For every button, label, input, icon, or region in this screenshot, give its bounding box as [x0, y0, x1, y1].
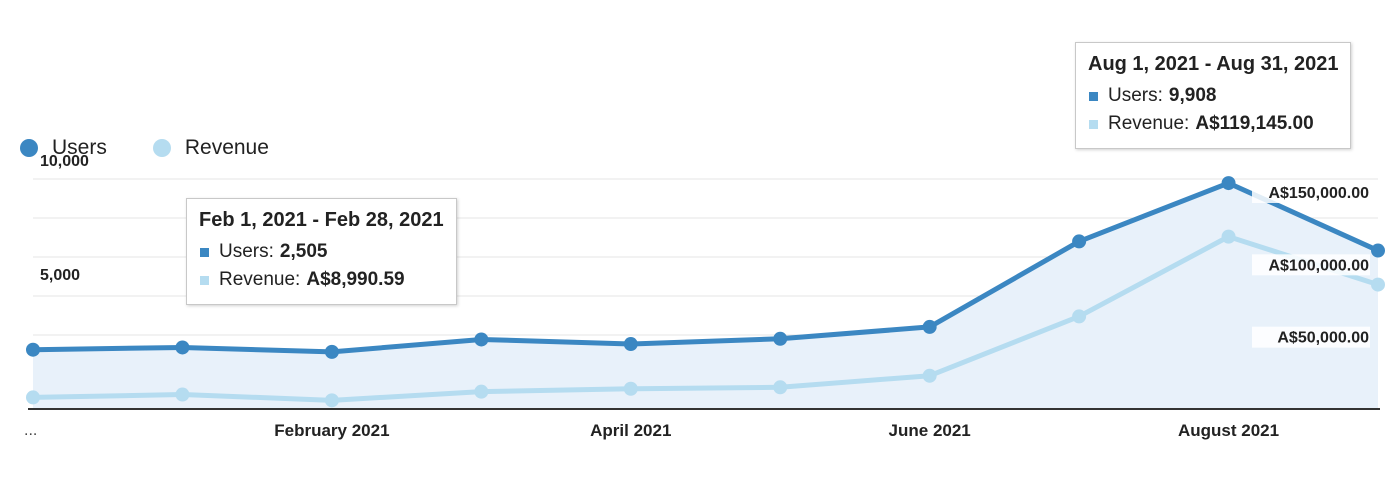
tooltip-users-label: Users: — [1108, 85, 1163, 106]
revenue-point-2021-07 — [1072, 309, 1087, 324]
revenue-swatch-icon — [1089, 119, 1098, 129]
y-right-tick-backing — [1252, 326, 1370, 348]
users-series-line — [32, 180, 1380, 355]
x-tick-label: August 2021 — [1178, 421, 1279, 440]
revenue-swatch-icon — [200, 275, 209, 285]
tooltip-users-value: 2,505 — [279, 241, 328, 262]
users-point-2021-04 — [623, 337, 638, 352]
revenue-point-2021-06 — [922, 368, 937, 383]
revenue-point-2021-05 — [773, 380, 788, 395]
revenue-point-2021-02 — [324, 393, 339, 408]
users-swatch-icon — [200, 247, 209, 257]
users-point-2021-05 — [773, 331, 788, 346]
tooltip-date-range: Aug 1, 2021 - Aug 31, 2021 — [1088, 53, 1339, 75]
revenue-point-2021-04 — [623, 381, 638, 396]
revenue-point-2020-12 — [26, 390, 40, 405]
y-right-tick-label: A$100,000.00 — [1268, 257, 1369, 274]
users-point-2020-12 — [26, 342, 40, 357]
tooltip-users-value: 9,908 — [1168, 85, 1217, 106]
tooltip-users-row: Users: 2,505 — [199, 238, 444, 266]
legend-item-revenue[interactable]: Revenue — [152, 136, 269, 160]
users-area-fill — [33, 183, 1378, 409]
legend-revenue-label: Revenue — [184, 136, 269, 159]
revenue-point-2021-08 — [1221, 229, 1236, 244]
users-point-2021-01 — [175, 340, 190, 355]
users-point-2021-09 — [1371, 243, 1385, 258]
tooltip-revenue-value: A$119,145.00 — [1195, 113, 1314, 134]
users-point-2021-06 — [922, 319, 937, 334]
revenue-point-2021-09 — [1371, 277, 1385, 292]
y-right-tick-label: A$150,000.00 — [1268, 185, 1369, 202]
y-left-tick-label: 5,000 — [40, 267, 80, 284]
tooltip-revenue-row: Revenue: A$8,990.59 — [199, 266, 444, 294]
y-right-tick-backing — [1252, 254, 1370, 276]
tooltip-revenue-row: Revenue: A$119,145.00 — [1088, 110, 1338, 138]
tooltip-users-row: Users: 9,908 — [1088, 82, 1338, 110]
y-right-tick-backing — [1252, 182, 1370, 203]
x-tick-label: June 2021 — [889, 421, 971, 440]
revenue-point-2021-03 — [474, 384, 489, 399]
x-tick-label: February 2021 — [274, 421, 389, 440]
users-point-2021-08 — [1221, 176, 1236, 191]
chart-legend: Users Revenue — [20, 136, 315, 160]
tooltip-revenue-value: A$8,990.59 — [306, 269, 405, 290]
legend-item-users[interactable]: Users — [20, 136, 107, 160]
tooltip-users-label: Users: — [219, 241, 274, 262]
tooltip-revenue-label: Revenue: — [219, 269, 301, 290]
users-swatch-icon — [1089, 91, 1098, 101]
tooltip-revenue-label: Revenue: — [1108, 113, 1190, 134]
revenue-series-line — [32, 234, 1379, 403]
users-point-2021-07 — [1072, 234, 1087, 249]
tooltip-february: Feb 1, 2021 - Feb 28, 2021 Users: 2,505 … — [186, 198, 457, 305]
y-left-tick-label: 10,000 — [40, 153, 89, 170]
tooltip-august: Aug 1, 2021 - Aug 31, 2021 Users: 9,908 … — [1075, 42, 1352, 149]
users-point-2021-02 — [324, 344, 339, 359]
legend-users-label: Users — [52, 136, 107, 159]
tooltip-date-range: Feb 1, 2021 - Feb 28, 2021 — [199, 209, 444, 231]
overflow-ellipsis[interactable]: ... — [24, 422, 38, 439]
users-point-2021-03 — [474, 332, 489, 347]
legend-revenue-dot-icon — [152, 139, 171, 157]
legend-users-dot-icon — [20, 139, 38, 157]
revenue-point-2021-01 — [175, 387, 190, 402]
x-tick-label: April 2021 — [590, 421, 671, 440]
y-right-tick-label: A$50,000.00 — [1277, 330, 1369, 347]
